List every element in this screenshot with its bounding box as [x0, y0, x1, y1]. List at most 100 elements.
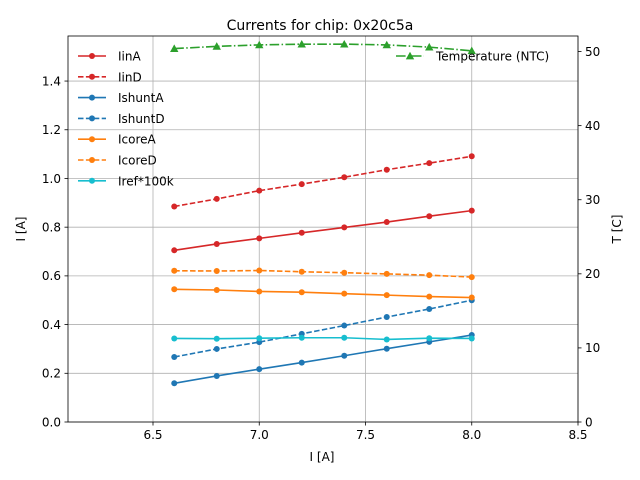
data-point: [89, 115, 95, 122]
data-point: [213, 268, 220, 275]
data-point: [171, 267, 178, 274]
data-point: [256, 267, 263, 274]
data-point: [341, 334, 348, 341]
series-line: [174, 43, 472, 52]
data-point: [426, 213, 433, 220]
data-point: [341, 269, 348, 276]
data-point: [171, 286, 178, 293]
data-point: [213, 240, 220, 247]
data-point: [256, 288, 263, 295]
data-point: [255, 40, 264, 49]
y2-axis-ticks: 0 10 20 30 40 50: [578, 45, 600, 429]
data-point: [383, 345, 390, 352]
data-point: [171, 335, 178, 342]
x-tick-label: 6.5: [143, 428, 162, 442]
data-point: [212, 42, 221, 50]
y2-tick-label: 40: [585, 119, 600, 133]
legend-label: IcoreA: [118, 133, 157, 147]
data-point: [383, 166, 390, 173]
series-ishuntd: [171, 297, 475, 360]
series-icored: [171, 267, 475, 281]
data-point: [89, 136, 95, 143]
series-line: [174, 155, 472, 208]
data-point: [89, 73, 95, 80]
legend-label: IshuntA: [118, 91, 164, 105]
legend-entry: Temperature (NTC): [396, 50, 549, 64]
legend-label: IinA: [118, 50, 141, 64]
y-tick-label: 0.2: [42, 367, 61, 381]
legend-label: IcoreD: [118, 154, 157, 168]
data-point: [213, 195, 220, 202]
legend-label: IinD: [118, 70, 142, 84]
y2-tick-label: 50: [585, 45, 600, 59]
chart-title: Currents for chip: 0x20c5a: [227, 18, 414, 34]
data-point: [298, 334, 305, 341]
data-point: [298, 268, 305, 275]
series-line: [174, 288, 472, 299]
data-point: [298, 289, 305, 296]
data-point: [426, 306, 433, 313]
data-point: [89, 177, 95, 184]
legend-label: Temperature (NTC): [435, 50, 549, 64]
data-point: [298, 181, 305, 188]
data-point: [213, 372, 220, 379]
data-point: [383, 292, 390, 299]
data-point: [468, 294, 475, 301]
y-axis-ticks: 0.0 0.2 0.4 0.6 0.8 1.0 1.2 1.4: [42, 74, 68, 429]
data-point: [89, 94, 95, 101]
data-point: [170, 44, 179, 52]
series-line: [174, 269, 472, 278]
legend-entry: IcoreA: [78, 133, 157, 147]
x-tick-label: 7.0: [250, 428, 269, 442]
data-point: [341, 352, 348, 359]
data-point: [297, 39, 306, 48]
data-point: [171, 203, 178, 210]
legend-entry: Iref*100k: [78, 174, 174, 188]
legend-entry: IshuntD: [78, 112, 165, 126]
x-tick-label: 8.5: [568, 428, 587, 442]
data-point: [341, 174, 348, 181]
data-point: [298, 359, 305, 366]
data-point: [213, 335, 220, 342]
series-line: [174, 334, 472, 385]
data-point: [171, 353, 178, 360]
y-tick-label: 0.6: [42, 269, 61, 283]
plot-series: [170, 39, 476, 387]
data-point: [468, 153, 475, 160]
series-iina: [171, 207, 475, 254]
y2-tick-label: 10: [585, 341, 600, 355]
data-point: [468, 274, 475, 281]
y-tick-label: 0.4: [42, 318, 61, 332]
legend-temperature: Temperature (NTC): [396, 50, 549, 64]
series-line: [174, 299, 472, 358]
data-point: [89, 157, 95, 163]
series-line: [174, 336, 472, 341]
data-point: [256, 235, 263, 242]
series-line: [174, 209, 472, 252]
y2-tick-label: 20: [585, 267, 600, 281]
data-point: [256, 187, 263, 194]
y-tick-label: 0.8: [42, 220, 61, 234]
data-point: [405, 51, 415, 60]
x-axis-ticks: 6.5 7.0 7.5 8.0 8.5: [143, 422, 588, 442]
plot-frame: [67, 35, 579, 423]
data-point: [256, 335, 263, 342]
data-point: [468, 207, 475, 214]
x-tick-label: 8.0: [462, 428, 481, 442]
y-tick-label: 1.0: [42, 172, 61, 186]
y2-axis-label: T [C]: [610, 215, 624, 245]
legend-entry: IinD: [78, 70, 142, 84]
x-axis-label: I [A]: [310, 450, 335, 464]
data-point: [426, 293, 433, 300]
series-icorea: [171, 286, 475, 301]
data-point: [340, 39, 349, 48]
x-tick-label: 7.5: [356, 428, 375, 442]
data-point: [425, 42, 434, 51]
data-point: [341, 290, 348, 297]
legend-entry: IshuntA: [78, 91, 164, 105]
data-point: [383, 219, 390, 226]
legend: IinA IinD IshuntA IshuntD IcoreA IcoreD Iref*1…: [78, 50, 174, 188]
data-point: [213, 345, 220, 352]
data-point: [383, 270, 390, 277]
